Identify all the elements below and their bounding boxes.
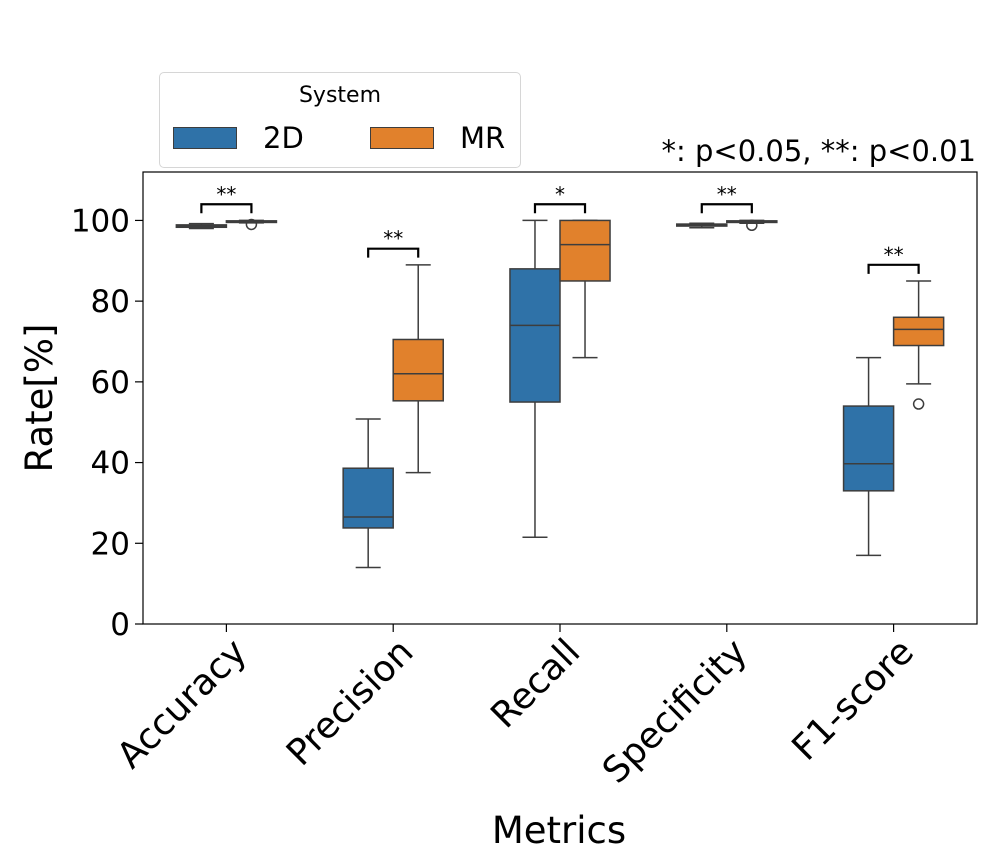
y-axis-label: Rate[%] [18, 324, 61, 473]
significance-bracket [200, 203, 253, 214]
significance-label: ** [717, 182, 737, 206]
outlier-point [245, 218, 258, 231]
significance-bracket [700, 203, 753, 214]
legend: System 2D MR [159, 72, 521, 168]
x-axis-label: Metrics [492, 809, 626, 852]
legend-swatch-2d [173, 127, 237, 149]
outlier-point [912, 398, 925, 410]
box-mr [392, 338, 444, 402]
box-2d [842, 405, 895, 492]
y-tick-label: 100 [71, 203, 130, 239]
legend-swatch-mr [370, 127, 434, 149]
significance-label: ** [884, 243, 904, 267]
box-mr [892, 316, 945, 347]
significance-bracket [533, 203, 587, 214]
x-tick-label: Recall [483, 631, 588, 736]
legend-label-2d: 2D [263, 121, 304, 155]
significance-label: ** [383, 227, 403, 251]
y-tick-label: 80 [91, 284, 130, 320]
legend-item-mr: MR [370, 121, 506, 155]
legend-item-2d: 2D [173, 121, 304, 155]
x-tick-label: Precision [279, 631, 422, 774]
significance-label: * [555, 182, 565, 206]
box-2d [342, 467, 394, 529]
significance-bracket [867, 263, 920, 274]
y-tick-label: 40 [91, 446, 130, 482]
y-tick-label: 20 [91, 526, 130, 562]
box-mr [559, 219, 611, 282]
legend-title: System [298, 83, 382, 108]
y-tick-label: 60 [91, 365, 130, 401]
box-2d [509, 268, 561, 403]
x-tick-label: Specificity [595, 631, 755, 791]
significance-note: *: p<0.05, **: p<0.01 [661, 134, 976, 168]
significance-bracket [367, 247, 420, 258]
x-tick-label: Accuracy [110, 631, 255, 776]
significance-label: ** [216, 182, 236, 206]
legend-label-mr: MR [460, 121, 506, 155]
outlier-point [746, 219, 758, 232]
y-tick-label: 0 [110, 607, 130, 643]
x-tick-label: F1-score [785, 631, 922, 768]
